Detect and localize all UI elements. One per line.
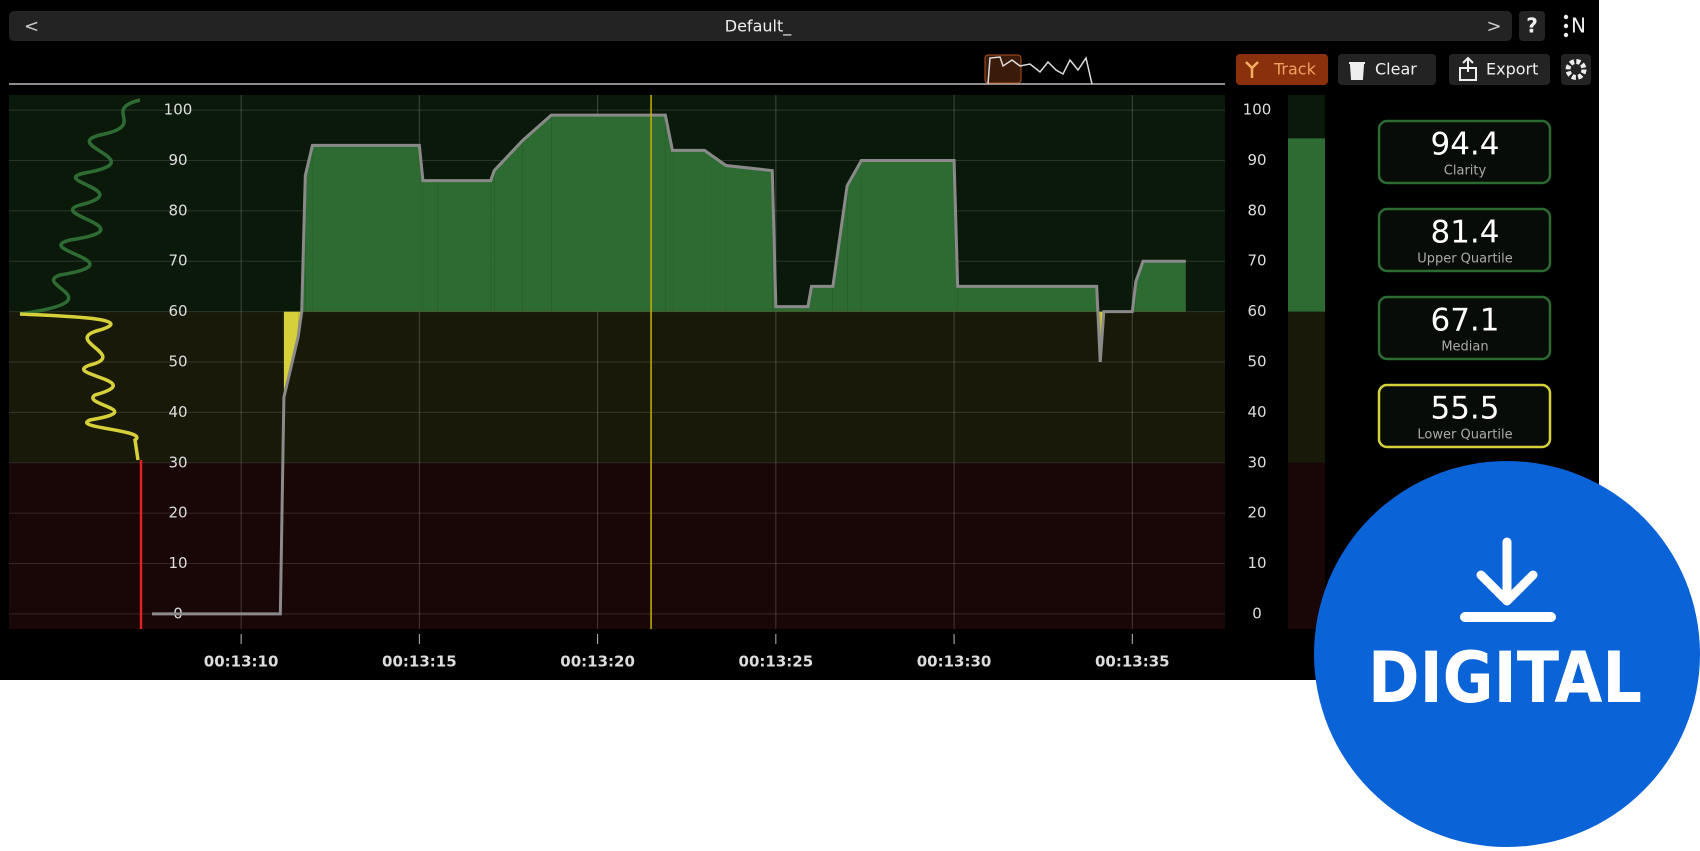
preset-title[interactable]: Default_ <box>725 17 792 37</box>
area-segment <box>704 150 726 312</box>
area-segment <box>312 145 420 312</box>
settings-button[interactable] <box>1561 54 1591 85</box>
x-tick-label: 00:13:25 <box>739 653 814 671</box>
badge-text: DIGITAL <box>1368 637 1642 719</box>
x-tick-label: 00:13:20 <box>560 653 635 671</box>
area-segment <box>494 140 523 312</box>
track-button[interactable] <box>1236 54 1328 85</box>
digital-badge[interactable] <box>1314 461 1700 847</box>
y-tick-label: 30 <box>168 453 187 471</box>
stat-box <box>1377 119 1552 185</box>
y-tick-label: 90 <box>168 151 187 169</box>
stat-value: 55.5 <box>1430 391 1499 427</box>
y-tick-label: 20 <box>168 504 187 522</box>
meter <box>1288 95 1325 629</box>
download-bar <box>1460 612 1556 622</box>
meter-fill <box>1288 138 1325 312</box>
stat-box <box>1377 383 1552 449</box>
download-icon <box>1476 537 1538 606</box>
stat-label: Clarity <box>1444 164 1487 179</box>
title-bar <box>9 11 1512 41</box>
y-tick-label-right: 60 <box>1247 302 1266 320</box>
export-label[interactable]: Export <box>1486 60 1538 79</box>
meter-band <box>1288 462 1325 629</box>
x-tick-label: 00:13:10 <box>204 653 279 671</box>
area-segment <box>1143 261 1186 312</box>
area-segment <box>522 115 552 312</box>
area-segment <box>551 115 666 312</box>
overview-window[interactable] <box>984 54 1022 84</box>
stat-label: Upper Quartile <box>1417 252 1513 267</box>
y-tick-label-right: 20 <box>1247 504 1266 522</box>
y-tick-label: 50 <box>168 353 187 371</box>
zone-band <box>9 311 1225 463</box>
clear-icon <box>1349 62 1365 80</box>
area-segment <box>437 180 491 312</box>
plot <box>152 95 1186 629</box>
area-segment <box>665 115 673 312</box>
stat-value: 67.1 <box>1430 303 1499 339</box>
y-tick-label-right: 70 <box>1247 252 1266 270</box>
area-segment <box>305 145 313 312</box>
x-tick-label: 00:13:15 <box>382 653 457 671</box>
y-tick-label-right: 10 <box>1247 554 1266 572</box>
y-tick-label-right: 80 <box>1247 201 1266 219</box>
back-button[interactable]: < <box>24 16 39 37</box>
area-segment <box>861 160 955 312</box>
zone-band <box>9 462 1225 629</box>
y-tick-label: 80 <box>168 201 187 219</box>
y-tick-label: 70 <box>168 252 187 270</box>
stat-label: Lower Quartile <box>1417 428 1512 443</box>
area-segment <box>490 170 495 312</box>
help-button[interactable]: ? <box>1526 14 1538 38</box>
area-segment <box>811 286 833 312</box>
y-tick-label-right: 30 <box>1247 453 1266 471</box>
y-tick-label-right: 0 <box>1252 604 1262 622</box>
area-segment <box>1135 261 1144 312</box>
overview-trace <box>987 56 1093 85</box>
track-icon <box>1245 61 1259 78</box>
export-icon <box>1459 56 1477 81</box>
stat-box <box>1377 295 1552 361</box>
menu-button[interactable]: N <box>1571 14 1586 38</box>
y-tick-label-right: 90 <box>1247 151 1266 169</box>
help-bg <box>1519 11 1545 41</box>
clarity-line <box>152 113 1186 616</box>
menu-dots <box>1563 14 1569 38</box>
settings-icon <box>1565 59 1587 80</box>
area-segment <box>725 165 773 312</box>
histogram <box>19 98 143 629</box>
y-tick-label: 10 <box>168 554 187 572</box>
x-tick-label: 00:13:30 <box>917 653 992 671</box>
export-button[interactable] <box>1449 54 1550 85</box>
area-segment <box>1061 286 1097 312</box>
area-segment <box>672 150 705 312</box>
area-segment <box>419 145 423 312</box>
forward-button[interactable]: > <box>1486 16 1501 37</box>
area-segment <box>422 180 438 312</box>
stat-value: 81.4 <box>1430 215 1499 251</box>
x-tick-label: 00:13:35 <box>1095 653 1170 671</box>
stat-value: 94.4 <box>1430 127 1499 163</box>
meter-band <box>1288 311 1325 463</box>
stat-box <box>1377 207 1552 273</box>
y-tick-label: 100 <box>164 101 193 119</box>
track-label[interactable]: Track <box>1273 60 1317 79</box>
y-tick-label-right: 50 <box>1247 353 1266 371</box>
clear-label[interactable]: Clear <box>1375 60 1417 79</box>
y-tick-label-right: 100 <box>1243 101 1272 119</box>
area-segment <box>957 286 1062 312</box>
y-tick-label: 40 <box>168 403 187 421</box>
y-tick-label: 60 <box>168 302 187 320</box>
area-segment <box>847 160 862 312</box>
y-tick-label-right: 40 <box>1247 403 1266 421</box>
stat-label: Median <box>1441 340 1488 355</box>
